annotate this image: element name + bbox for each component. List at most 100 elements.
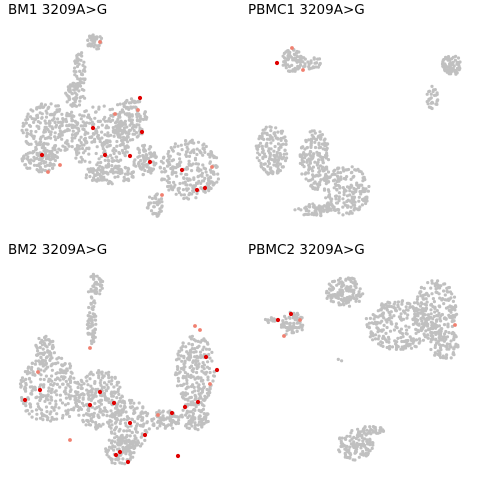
cell-point [318,180,322,184]
cell-point [75,148,79,152]
cell-point [99,284,103,288]
cell-point [291,316,295,320]
cell-point [438,316,442,321]
cell-point [49,340,53,344]
cell-point [337,282,341,286]
cell-point [115,396,119,400]
cell-point [105,134,110,138]
cell-point [114,170,118,174]
cell-point [331,172,336,176]
cell-point [309,144,313,149]
cell-point [338,276,342,281]
cell-point [442,302,446,306]
cell-point [110,398,114,402]
cell-point [295,49,299,54]
cell-point [55,155,60,160]
cell-point [413,312,417,316]
cell-point [337,197,341,201]
cell-point [55,382,60,386]
cell-point [195,345,200,350]
cell-point [91,36,95,40]
cell-point [261,155,265,159]
cell-point [72,394,76,398]
cell-point [123,405,127,409]
cell-point [277,148,281,152]
cell-point [54,402,58,406]
cell-point [186,372,190,376]
cell-point [416,295,420,299]
cell-point [94,423,98,427]
cell-point [179,172,183,176]
cell-point [207,184,211,188]
cell-point [269,316,273,320]
cell-point [135,118,139,122]
cell-point [73,136,77,140]
cell-point [411,341,415,345]
cell-point [337,184,342,188]
cell-point [426,336,430,340]
cell-point [205,182,209,186]
cell-point [79,393,83,397]
cell-point [184,387,188,391]
variant-cell-point [193,324,197,328]
cell-point [305,158,309,162]
cell-point [315,182,319,186]
cell-point [299,63,303,67]
cell-point [87,147,91,151]
cell-point [364,454,368,458]
cell-point [71,118,75,123]
cell-point [138,444,143,448]
cell-point [293,325,297,330]
cell-point [370,321,374,325]
cell-point [335,201,339,205]
cell-point [176,365,180,369]
cell-point [193,421,197,425]
cell-point [279,323,284,327]
cell-point [142,112,147,116]
cell-point [110,379,114,383]
cell-point [183,371,187,375]
cell-point [158,422,162,426]
cell-point [212,170,216,174]
cell-point [88,311,92,315]
cell-point [52,351,57,355]
cell-point [118,427,122,431]
cell-point [373,425,377,430]
cell-point [347,212,351,216]
cell-point [177,191,181,195]
cell-point [116,117,120,122]
cell-point [93,281,97,285]
cell-point [204,370,209,374]
cell-point [122,417,126,421]
cell-point [23,163,27,167]
cell-point [322,208,326,212]
cell-point [79,141,83,145]
cell-point [324,196,328,200]
cell-point [307,203,311,207]
cell-point [205,173,209,177]
cell-point [405,328,409,332]
cell-point [116,443,120,447]
cell-point [388,329,393,333]
cell-point [43,359,47,363]
cell-point [115,131,119,135]
cell-point [70,133,75,137]
cell-point [115,144,119,148]
variant-cell-point [37,387,43,393]
cell-point [366,442,370,446]
cell-point [200,171,204,175]
cell-point [404,305,408,309]
cell-point [123,100,127,104]
cell-point [327,189,331,194]
cell-point [20,398,24,403]
cell-point [50,368,55,372]
cell-point [195,168,200,172]
cell-point [371,338,375,342]
cell-point [59,368,63,372]
cell-point [337,191,341,195]
cell-point [131,105,135,109]
cell-point [216,172,220,176]
cell-point [292,322,296,326]
cell-point [362,177,367,181]
cell-point [174,192,178,196]
